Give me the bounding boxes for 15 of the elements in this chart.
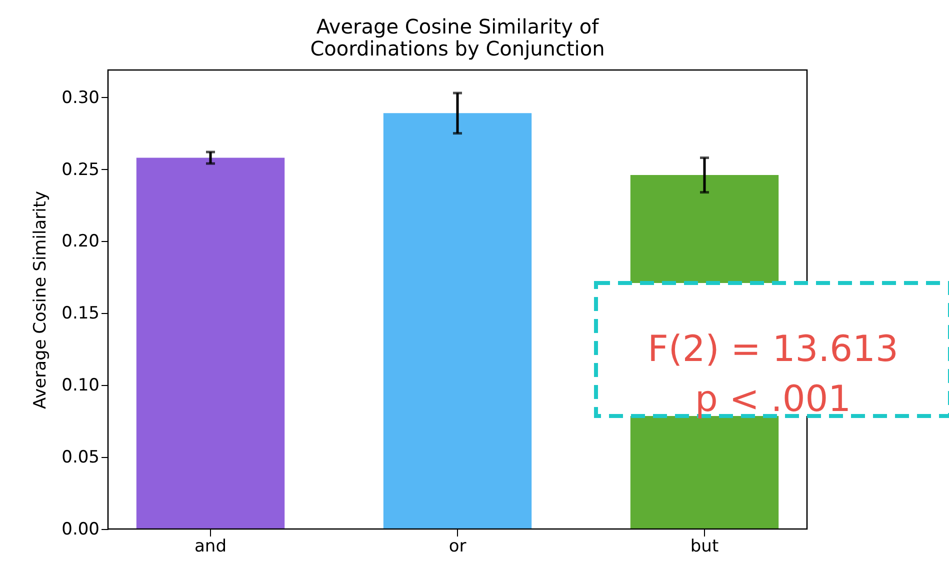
x-tick-label: or <box>448 536 466 556</box>
x-tick-label: and <box>194 536 226 556</box>
y-tick-label: 0.20 <box>62 232 100 252</box>
annotation: F(2) = 13.613 p < .001 <box>648 329 898 420</box>
bar <box>383 113 532 529</box>
y-tick-label: 0.15 <box>62 304 100 324</box>
bar <box>136 158 285 529</box>
y-tick-label: 0.10 <box>62 376 100 396</box>
y-tick-label: 0.30 <box>62 88 100 108</box>
chart-title: Average Cosine Similarity of Coordinations by Conjunction <box>310 14 605 60</box>
y-tick-label: 0.05 <box>62 448 100 468</box>
x-tick-label: but <box>690 536 719 556</box>
y-axis-title: Average Cosine Similarity <box>30 190 51 410</box>
y-tick-label: 0.00 <box>62 520 100 540</box>
y-tick-label: 0.25 <box>62 160 100 180</box>
